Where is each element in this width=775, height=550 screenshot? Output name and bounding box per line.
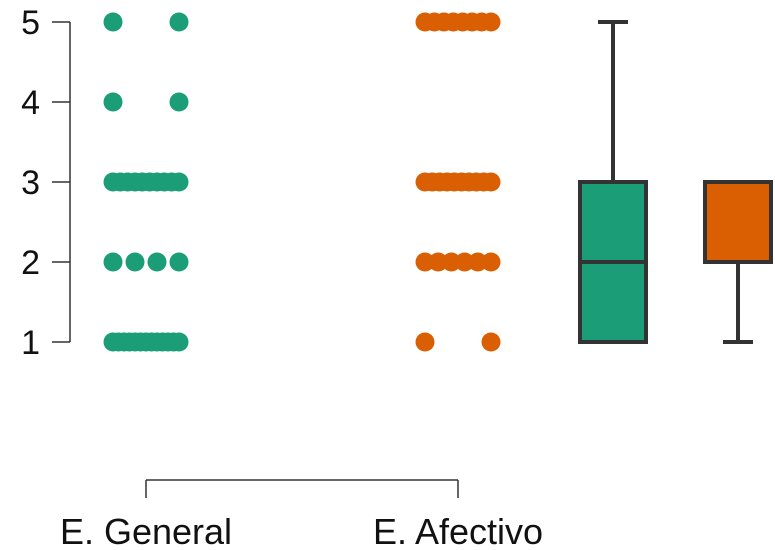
data-point bbox=[455, 252, 475, 272]
data-point bbox=[103, 92, 123, 112]
y-tick-label-4: 4 bbox=[21, 84, 40, 122]
y-tick-label-1: 1 bbox=[21, 324, 40, 362]
y-tick-label-3: 3 bbox=[21, 164, 40, 202]
data-point bbox=[468, 252, 488, 272]
data-point bbox=[481, 172, 501, 192]
data-point bbox=[415, 332, 435, 352]
boxplot-1 bbox=[578, 20, 648, 344]
y-tick-label-5: 5 bbox=[21, 4, 40, 42]
y-axis: 1 2 3 4 5 bbox=[21, 4, 71, 362]
data-point bbox=[428, 252, 448, 272]
data-point bbox=[169, 252, 189, 272]
data-point bbox=[169, 12, 189, 32]
data-point bbox=[481, 332, 501, 352]
boxplots bbox=[578, 20, 773, 344]
boxplot-2 bbox=[703, 180, 773, 344]
dot-strips bbox=[103, 12, 501, 352]
data-point bbox=[441, 252, 461, 272]
data-point bbox=[169, 92, 189, 112]
data-point bbox=[125, 252, 145, 272]
upper-whisker bbox=[598, 20, 628, 182]
data-point bbox=[415, 252, 435, 272]
data-point bbox=[481, 252, 501, 272]
data-point bbox=[147, 252, 167, 272]
data-point bbox=[103, 252, 123, 272]
x-axis: E. General E. Afectivo bbox=[60, 479, 543, 550]
y-tick-label-2: 2 bbox=[21, 244, 40, 282]
x-axis-bracket bbox=[145, 479, 459, 498]
lower-whisker bbox=[723, 262, 753, 344]
data-point bbox=[103, 12, 123, 32]
x-category-label-general: E. General bbox=[60, 511, 232, 550]
data-point bbox=[169, 172, 189, 192]
data-point bbox=[169, 332, 189, 352]
data-point bbox=[481, 12, 501, 32]
box-iqr bbox=[703, 180, 773, 264]
x-category-label-afectivo: E. Afectivo bbox=[373, 511, 543, 550]
